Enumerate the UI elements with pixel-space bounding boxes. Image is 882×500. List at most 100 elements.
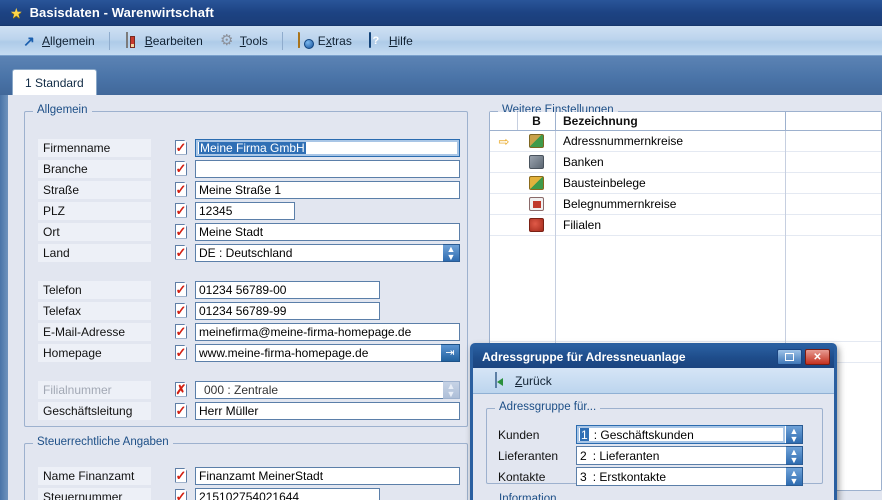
label-telefax: Telefax	[38, 302, 151, 320]
status-cross-icon-filialnummer: ✗	[175, 381, 187, 397]
list-item[interactable]: ⇨ Adressnummernkreise	[490, 130, 881, 152]
list-item-label: Filialen	[556, 214, 786, 236]
input-filialnummer[interactable]: 000 : Zentrale	[195, 381, 443, 399]
menu-item-tools[interactable]: Tools	[212, 30, 275, 52]
status-check-icon-name-finanzamt: ✓	[175, 467, 187, 483]
menu-item-allgemein[interactable]: Allgemein	[14, 30, 102, 52]
list-item-label: Banken	[556, 151, 786, 173]
restore-button[interactable]	[777, 349, 802, 365]
menu-item-hilfe-label: Hilfe	[388, 33, 413, 48]
input-firmenname[interactable]: Meine Firma GmbH	[195, 139, 460, 157]
menu-item-hilfe[interactable]: Hilfe	[361, 30, 420, 52]
input-geschaeftsleitung[interactable]: Herr Müller	[195, 402, 460, 420]
list-item[interactable]: Belegnummernkreise	[490, 193, 881, 215]
column-header-b: B	[518, 112, 556, 130]
status-check-icon-branche: ✓	[175, 160, 187, 176]
dialog-spinner-lieferanten[interactable]: ▲ ▼	[786, 446, 803, 465]
input-branche[interactable]	[195, 160, 460, 178]
dialog-input-lieferanten[interactable]: 2 : Lieferanten	[576, 446, 786, 465]
status-check-icon-steuernummer: ✓	[174, 488, 189, 500]
dialog-input-kontakte-text: : Erstkontakte	[592, 469, 667, 484]
open-homepage-button[interactable]: ⇥	[441, 344, 460, 362]
input-name-finanzamt[interactable]: Finanzamt MeinerStadt	[195, 467, 460, 485]
field-row-email: E-Mail-Adresse ✓ meinefirma@meine-firma-…	[38, 322, 460, 342]
dialog-information-title: Information	[495, 493, 561, 500]
dialog-spinner-kontakte[interactable]: ▲ ▼	[786, 467, 803, 486]
address-ranges-icon	[529, 134, 544, 148]
status-check-icon-telefon: ✓	[175, 281, 187, 297]
list-item[interactable]: Banken	[490, 151, 881, 173]
menu-item-bearbeiten[interactable]: Bearbeiten	[117, 30, 210, 52]
list-item-label: Belegnummernkreise	[556, 193, 786, 215]
dialog-input-kontakte[interactable]: 3 : Erstkontakte	[576, 467, 786, 486]
dialog-label-kunden: Kunden	[498, 427, 540, 442]
dialog-input-kunden-text: : Geschäftskunden	[593, 427, 694, 442]
dialog-input-kunden-number: 1	[580, 426, 589, 443]
field-row-firmenname: Firmenname ✓ Meine Firma GmbH	[38, 138, 460, 158]
status-check-icon-strasse: ✓	[175, 181, 187, 197]
status-check-icon-homepage: ✓	[175, 344, 187, 360]
column-header-extra	[786, 112, 881, 130]
tab-standard[interactable]: 1 Standard	[12, 69, 97, 95]
dialog-body: Adressgruppe für... Kunden 1 : Geschäfts…	[473, 394, 834, 500]
chevron-up-icon: ▲	[789, 425, 799, 436]
field-row-geschaeftsleitung: Geschäftsleitung ✓ Herr Müller	[38, 401, 460, 421]
label-branche: Branche	[38, 160, 151, 178]
status-check-icon-telefax: ✓	[175, 302, 187, 318]
dialog-back-button[interactable]: Zurück	[487, 370, 559, 392]
input-plz-value: 12345	[199, 204, 233, 218]
dialog-input-lieferanten-number: 2	[580, 448, 587, 463]
input-telefon-value: 01234 56789-00	[199, 283, 287, 297]
input-land[interactable]: DE : Deutschland	[195, 244, 443, 262]
input-strasse[interactable]: Meine Straße 1	[195, 181, 460, 199]
input-email-value: meinefirma@meine-firma-homepage.de	[199, 325, 412, 339]
dialog-input-kontakte-number: 3	[580, 469, 587, 484]
status-check-icon-ort: ✓	[175, 223, 187, 239]
menu-item-allgemein-label: Allgemein	[42, 33, 95, 48]
branches-icon	[529, 218, 544, 232]
list-item[interactable]: Bausteinbelege	[490, 172, 881, 194]
input-telefon[interactable]: 01234 56789-00	[195, 281, 380, 299]
dialog-group-title: Adressgruppe für...	[495, 401, 601, 413]
input-ort[interactable]: Meine Stadt	[195, 223, 460, 241]
dialog-spinner-kunden[interactable]: ▲ ▼	[786, 425, 803, 444]
dialog-input-kunden[interactable]: 1 : Geschäftskunden	[576, 425, 786, 444]
input-steuernummer-value: 215102754021644	[199, 490, 300, 500]
menu-item-extras[interactable]: Extras	[290, 30, 359, 52]
label-filialnummer: Filialnummer	[38, 381, 151, 399]
chevron-up-icon: ▲	[789, 446, 799, 457]
chevron-up-icon: ▲	[446, 381, 456, 391]
dialog-label-lieferanten: Lieferanten	[498, 448, 559, 463]
input-plz[interactable]: 12345	[195, 202, 295, 220]
input-steuernummer[interactable]: 215102754021644	[195, 488, 380, 500]
banks-icon	[529, 155, 544, 169]
chevron-down-icon: ▼	[446, 252, 456, 262]
module-documents-icon	[529, 176, 544, 190]
input-email[interactable]: meinefirma@meine-firma-homepage.de	[195, 323, 460, 341]
column-header-bezeichnung: Bezeichnung	[556, 112, 786, 130]
list-item[interactable]: Filialen	[490, 214, 881, 236]
close-button[interactable]: ✕	[805, 349, 830, 365]
input-homepage[interactable]: www.meine-firma-homepage.de	[195, 344, 441, 362]
left-rail	[0, 95, 8, 500]
chevron-up-icon: ▲	[789, 467, 799, 478]
dialog-field-row-lieferanten: Lieferanten 2 : Lieferanten ▲ ▼	[498, 446, 803, 465]
gears-icon	[219, 33, 235, 49]
window-title: Basisdaten - Warenwirtschaft	[29, 5, 214, 20]
chevron-down-icon: ▼	[789, 433, 799, 444]
star-icon: ★	[10, 4, 23, 21]
input-filialnummer-value: 000 : Zentrale	[204, 383, 279, 397]
field-row-homepage: Homepage ✓ www.meine-firma-homepage.de ⇥	[38, 343, 460, 363]
label-firmenname: Firmenname	[38, 139, 151, 157]
input-telefax[interactable]: 01234 56789-99	[195, 302, 380, 320]
dialog-titlebar: Adressgruppe für Adressneuanlage ✕	[473, 346, 834, 368]
external-link-icon: ⇥	[445, 347, 455, 359]
spinner-land[interactable]: ▲ ▼	[443, 244, 460, 262]
tab-standard-label: 1 Standard	[25, 75, 84, 90]
field-row-telefon: Telefon ✓ 01234 56789-00	[38, 280, 380, 300]
field-row-plz: PLZ ✓ 12345	[38, 201, 295, 221]
field-row-strasse: Straße ✓ Meine Straße 1	[38, 180, 460, 200]
status-check-icon-land: ✓	[175, 244, 187, 260]
group-steuerrechtliche-angaben: Steuerrechtliche Angaben Name Finanzamt …	[24, 436, 468, 500]
input-land-value: DE : Deutschland	[199, 246, 293, 260]
